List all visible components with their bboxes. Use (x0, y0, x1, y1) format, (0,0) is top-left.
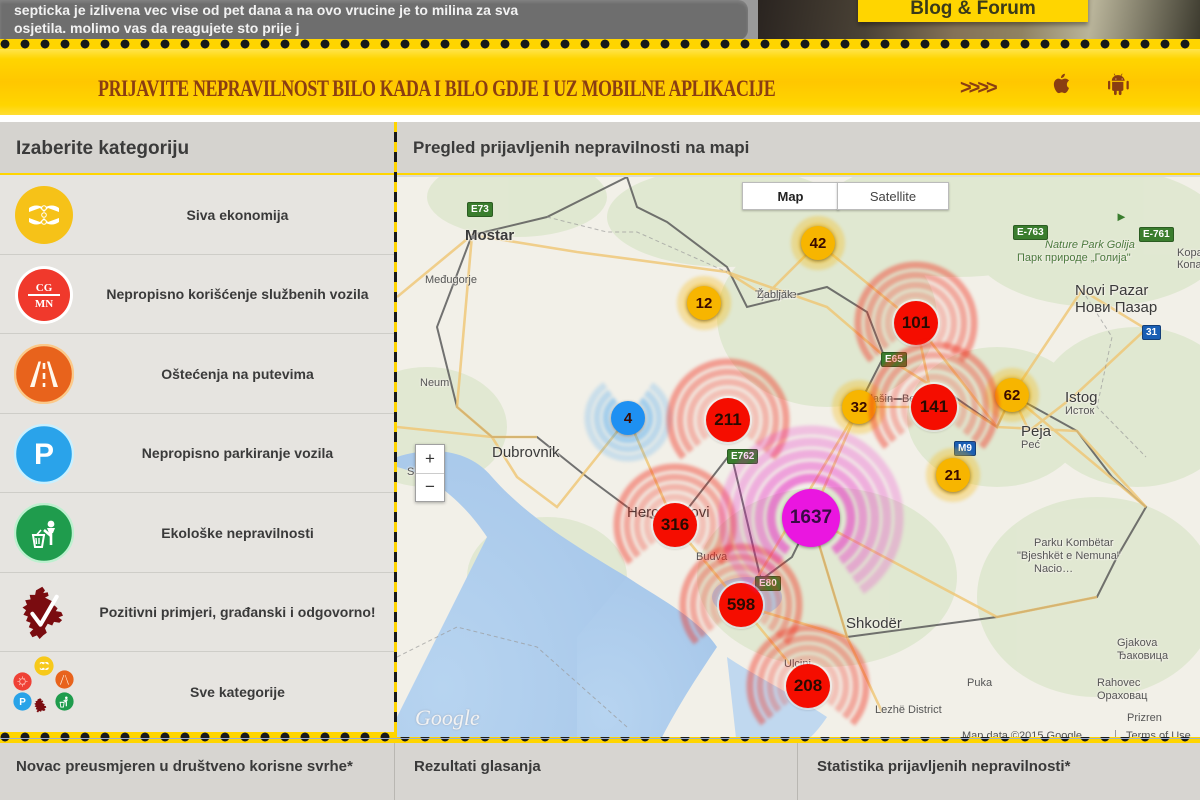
svg-text:CG: CG (36, 282, 53, 294)
svg-text:P: P (19, 697, 26, 708)
svg-text:P: P (34, 438, 54, 471)
svg-text:MN: MN (35, 298, 53, 310)
